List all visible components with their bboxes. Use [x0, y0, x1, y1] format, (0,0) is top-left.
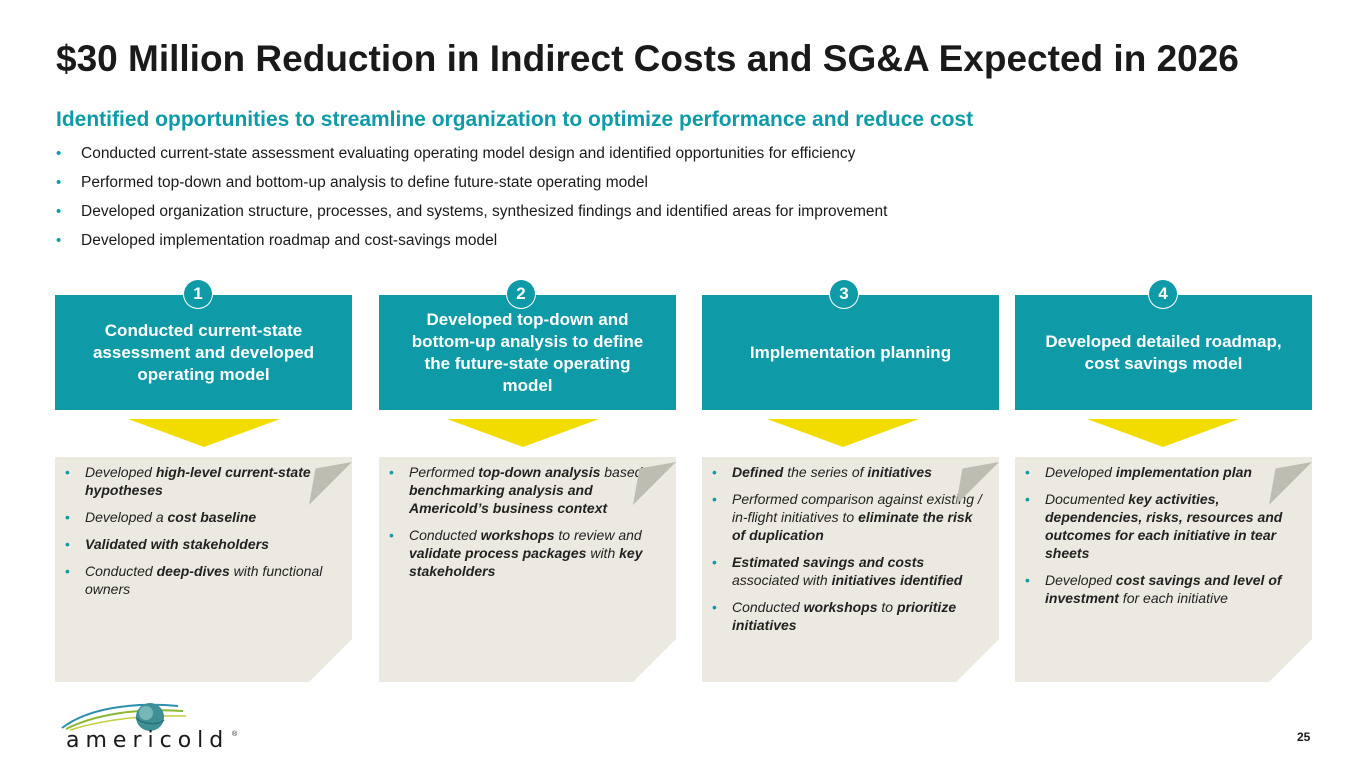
- logo-wordmark: americold: [66, 728, 230, 753]
- step-detail-item: Conducted deep-dives with functional own…: [63, 562, 342, 598]
- step-detail-item: Developed implementation plan: [1023, 463, 1302, 481]
- step-detail-text: prioritize initiatives: [732, 599, 957, 633]
- down-arrow-icon: [128, 419, 280, 447]
- step-detail-text: Conducted: [409, 527, 481, 543]
- step-detail-text: Performed comparison against existing / …: [732, 491, 982, 525]
- step-detail-text: workshops: [803, 599, 878, 615]
- step-detail-text: for each initiative: [1118, 590, 1228, 606]
- step-column-2: 2 Developed top-down and bottom-up analy…: [379, 280, 676, 682]
- step-number-badge: 2: [507, 280, 535, 308]
- step-detail-text: Estimated savings and costs: [732, 554, 925, 570]
- step-detail-list: Performed top-down analysis based on ben…: [387, 463, 666, 580]
- step-detail-text: Defined: [732, 464, 784, 480]
- page-title: $30 Million Reduction in Indirect Costs …: [56, 38, 1239, 79]
- step-detail-text: the series of: [783, 464, 868, 480]
- step-heading: Developed detailed roadmap, cost savings…: [1015, 295, 1312, 410]
- step-detail-text: deep-dives: [156, 563, 230, 579]
- step-detail-item: Developed high-level current-state hypot…: [63, 463, 342, 499]
- step-detail-text: Developed a: [85, 509, 168, 525]
- step-detail-text: Documented: [1045, 491, 1129, 507]
- step-detail-item: Performed top-down analysis based on ben…: [387, 463, 666, 517]
- step-detail-item: Validated with stakeholders: [63, 535, 342, 553]
- step-detail-text: Developed: [1045, 572, 1116, 588]
- step-detail-item: Performed comparison against existing / …: [710, 490, 989, 544]
- step-detail-item: Documented key activities, dependencies,…: [1023, 490, 1302, 562]
- step-detail-card: Developed implementation plan Documented …: [1015, 457, 1312, 682]
- step-detail-text: Performed: [409, 464, 479, 480]
- step-number-badge: 4: [1149, 280, 1177, 308]
- step-detail-text: key stakeholders: [409, 545, 643, 579]
- step-detail-text: to review and: [554, 527, 642, 543]
- step-column-4: 4 Developed detailed roadmap, cost savin…: [1015, 280, 1312, 682]
- step-detail-text: Validated with stakeholders: [85, 536, 269, 552]
- step-detail-text: Conducted: [85, 563, 157, 579]
- step-column-3: 3 Implementation planning Defined the se…: [702, 280, 999, 682]
- globe-swoosh-icon: [61, 703, 187, 731]
- step-detail-item: Conducted workshops to review and valida…: [387, 526, 666, 580]
- step-detail-text: with: [586, 545, 620, 561]
- step-detail-card: Developed high-level current-state hypot…: [55, 457, 352, 682]
- step-detail-text: workshops: [480, 527, 555, 543]
- step-number-badge: 3: [830, 280, 858, 308]
- step-detail-text: eliminate the risk of duplication: [732, 509, 973, 543]
- step-detail-text: Developed: [85, 464, 156, 480]
- step-detail-item: Defined the series of initiatives: [710, 463, 989, 481]
- summary-bullet: Developed implementation roadmap and cos…: [56, 230, 887, 259]
- down-arrow-icon: [767, 419, 919, 447]
- step-heading: Implementation planning: [702, 295, 999, 410]
- step-detail-list: Developed implementation plan Documented …: [1023, 463, 1302, 607]
- americold-logo: americold ®: [58, 698, 243, 758]
- summary-bullet: Performed top-down and bottom-up analysi…: [56, 172, 887, 201]
- step-heading: Conducted current-state assessment and d…: [55, 295, 352, 410]
- step-detail-item: Developed a cost baseline: [63, 508, 342, 526]
- step-detail-text: with functional owners: [85, 563, 323, 597]
- step-detail-text: cost savings and level of investment: [1045, 572, 1282, 606]
- step-detail-text: Conducted: [732, 599, 804, 615]
- step-detail-card: Defined the series of initiatives Perform…: [702, 457, 999, 682]
- step-detail-text: initiatives identified: [831, 572, 963, 588]
- step-detail-text: validate process packages: [409, 545, 587, 561]
- step-number-badge: 1: [184, 280, 212, 308]
- summary-bullet: Conducted current-state assessment evalu…: [56, 143, 887, 172]
- step-detail-item: Estimated savings and costs associated w…: [710, 553, 989, 589]
- step-detail-text: implementation plan: [1115, 464, 1252, 480]
- summary-bullet: Developed organization structure, proces…: [56, 201, 887, 230]
- step-detail-text: initiatives: [867, 464, 932, 480]
- step-detail-text: top-down analysis: [478, 464, 601, 480]
- step-detail-text: associated with: [732, 572, 832, 588]
- step-detail-text: benchmarking analysis and Americold’s bu…: [409, 482, 608, 516]
- step-detail-item: Developed cost savings and level of inve…: [1023, 571, 1302, 607]
- step-detail-text: Developed: [1045, 464, 1116, 480]
- step-detail-text: high-level current-state hypotheses: [85, 464, 311, 498]
- step-heading: Developed top-down and bottom-up analysi…: [379, 295, 676, 410]
- step-detail-text: to: [877, 599, 897, 615]
- step-detail-item: Conducted workshops to prioritize initia…: [710, 598, 989, 634]
- step-detail-list: Developed high-level current-state hypot…: [63, 463, 342, 598]
- down-arrow-icon: [1087, 419, 1239, 447]
- step-detail-text: cost baseline: [167, 509, 257, 525]
- subtitle: Identified opportunities to streamline o…: [56, 108, 974, 131]
- summary-bullets: Conducted current-state assessment evalu…: [56, 143, 887, 259]
- step-detail-list: Defined the series of initiatives Perform…: [710, 463, 989, 634]
- step-detail-card: Performed top-down analysis based on ben…: [379, 457, 676, 682]
- step-detail-text: key activities, dependencies, risks, res…: [1045, 491, 1283, 561]
- down-arrow-icon: [447, 419, 599, 447]
- step-column-1: 1 Conducted current-state assessment and…: [55, 280, 352, 682]
- registered-mark: ®: [232, 731, 238, 738]
- page-number: 25: [1297, 730, 1311, 744]
